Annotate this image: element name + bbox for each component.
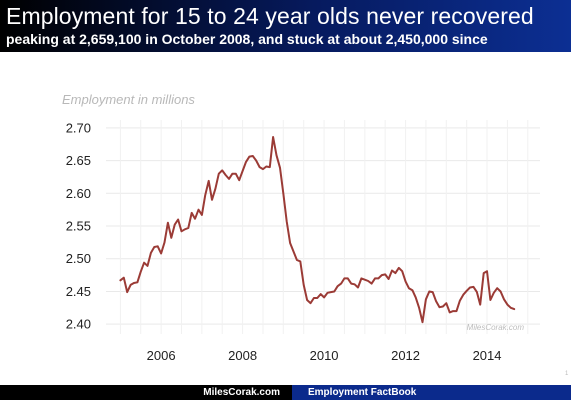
banner-subtitle: peaking at 2,659,100 in October 2008, an… bbox=[6, 31, 488, 47]
series-line bbox=[119, 136, 516, 324]
y-tick-label: 2.65 bbox=[66, 153, 91, 168]
employment-line-chart: Employment in millions 2.702.652.602.552… bbox=[62, 92, 540, 363]
chart-title: Employment in millions bbox=[62, 92, 195, 107]
x-tick-label: 2012 bbox=[391, 348, 420, 363]
y-tick-label: 2.60 bbox=[66, 186, 91, 201]
footer-book-label: Employment FactBook bbox=[292, 385, 571, 400]
x-tick-label: 2014 bbox=[473, 348, 502, 363]
title-banner: Employment for 15 to 24 year olds never … bbox=[0, 0, 571, 52]
axis-layer: 2.70 2.65 2.60 2.55 2.50 2.45 2.40 2006 2008 2010… bbox=[66, 120, 502, 363]
footer-site-label: MilesCorak.com bbox=[203, 387, 280, 398]
page-number: 1 bbox=[565, 371, 569, 377]
x-tick-label: 2008 bbox=[228, 348, 257, 363]
grid-layer bbox=[106, 120, 540, 334]
chart-watermark: MilesCorak.com bbox=[467, 323, 525, 332]
y-tick-label: 2.40 bbox=[66, 317, 91, 332]
y-tick-label: 2.55 bbox=[66, 219, 91, 234]
y-tick-label: 2.70 bbox=[66, 120, 91, 135]
y-tick-label: 2.50 bbox=[66, 251, 91, 266]
banner-title: Employment for 15 to 24 year olds never … bbox=[6, 3, 534, 29]
footer-bar: MilesCorak.com Employment FactBook bbox=[0, 385, 571, 400]
x-tick-label: 2010 bbox=[310, 348, 339, 363]
series-layer bbox=[119, 136, 516, 324]
y-tick-label: 2.45 bbox=[66, 284, 91, 299]
x-tick-label: 2006 bbox=[147, 348, 176, 363]
